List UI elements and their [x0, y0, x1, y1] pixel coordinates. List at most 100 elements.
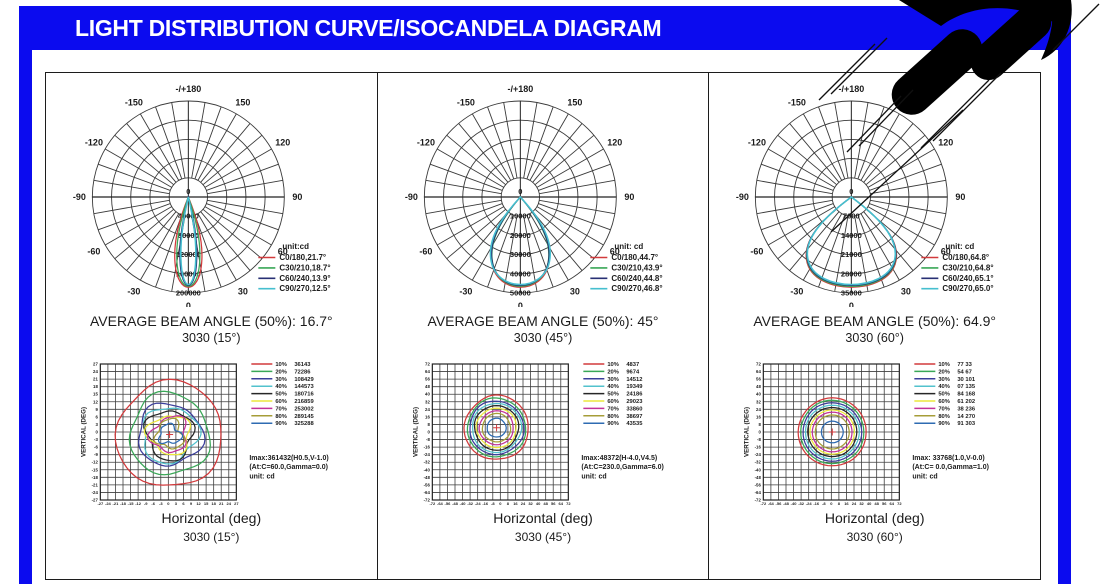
svg-text:84 168: 84 168	[958, 392, 977, 398]
svg-text:16: 16	[845, 501, 850, 506]
svg-text:80%: 80%	[275, 414, 287, 420]
svg-text:50%: 50%	[939, 392, 951, 398]
svg-text:8: 8	[427, 422, 430, 427]
svg-text:38 236: 38 236	[958, 406, 977, 412]
svg-text:27: 27	[93, 362, 98, 367]
svg-text:10000: 10000	[510, 212, 531, 221]
svg-text:-64: -64	[423, 490, 430, 495]
svg-text:-48: -48	[755, 475, 762, 480]
svg-text:30: 30	[238, 286, 248, 296]
svg-text:-64: -64	[768, 501, 775, 506]
svg-text:20%: 20%	[607, 369, 619, 375]
svg-text:-3: -3	[94, 437, 98, 442]
svg-text:30%: 30%	[275, 377, 287, 383]
svg-text:-24: -24	[474, 501, 481, 506]
svg-text:70%: 70%	[275, 406, 287, 412]
svg-text:24186: 24186	[626, 392, 643, 398]
isocandela-diagram-chart: 72 -72 64 -64 56 -56 48 -48 40 -40 32 -32 24 -24 16 -16…	[378, 348, 709, 507]
svg-text:40: 40	[867, 501, 872, 506]
svg-text:-27: -27	[97, 501, 104, 506]
svg-text:-72: -72	[755, 498, 762, 503]
section-header: LIGHT DISTRIBUTION CURVE/ISOCANDELA DIAG…	[19, 6, 1071, 50]
svg-text:-8: -8	[491, 501, 495, 506]
svg-text:-32: -32	[799, 501, 806, 506]
svg-text:15: 15	[93, 392, 98, 397]
svg-text:325288: 325288	[294, 421, 314, 427]
panel-3030-45deg: 0 30 60 90 120 150 -/+180 -150 -120 -90 -60 -30 0 100…	[376, 73, 709, 579]
svg-text:144573: 144573	[294, 384, 314, 390]
light-distribution-curve-chart: 0 30 60 90 120 150 -/+180 -150 -120 -90 -60 -30 0 400…	[46, 73, 377, 307]
svg-text:-120: -120	[417, 138, 435, 148]
svg-text:120: 120	[939, 138, 954, 148]
svg-text:32: 32	[860, 501, 865, 506]
svg-text:4837: 4837	[626, 362, 639, 368]
svg-text:64: 64	[890, 501, 895, 506]
svg-text:0: 0	[850, 187, 854, 196]
svg-text:64: 64	[425, 369, 430, 374]
svg-text:-12: -12	[135, 501, 142, 506]
average-beam-angle-value: AVERAGE BEAM ANGLE (50%): 64.9°	[753, 313, 996, 329]
isocandela-diagram-chart: 27 -27 24 -24 21 -21 18 -18 15 -15 12 -12 9 -9 6 -6 3 -3 0…	[46, 348, 377, 507]
svg-text:48: 48	[425, 384, 430, 389]
svg-text:32: 32	[756, 399, 761, 404]
frame-stripe-left	[19, 6, 32, 584]
svg-text:-72: -72	[423, 498, 430, 503]
svg-text:180716: 180716	[294, 392, 314, 398]
svg-text:43535: 43535	[626, 421, 643, 427]
light-distribution-curve-chart: 0 30 60 90 120 150 -/+180 -150 -120 -90 -60 -30 0 100…	[378, 73, 709, 307]
svg-text:40%: 40%	[939, 384, 951, 390]
svg-text:-15: -15	[92, 467, 99, 472]
svg-text:70%: 70%	[607, 406, 619, 412]
svg-text:56: 56	[882, 501, 887, 506]
svg-text:60: 60	[609, 247, 619, 257]
svg-text:108429: 108429	[294, 377, 314, 383]
isocandela-diagram-chart: 72 -72 64 -64 56 -56 48 -48 40 -40 32 -32 24 -24 16 -16…	[709, 348, 1040, 507]
svg-text:120: 120	[275, 138, 290, 148]
svg-text:-8: -8	[822, 501, 826, 506]
svg-text:-120: -120	[85, 138, 103, 148]
svg-text:16: 16	[756, 414, 761, 419]
svg-text:10%: 10%	[275, 362, 287, 368]
svg-text:-150: -150	[457, 98, 475, 108]
svg-text:50000: 50000	[510, 289, 531, 298]
svg-text:Imax:48372(H-4.0,V4.5): Imax:48372(H-4.0,V4.5)	[581, 455, 657, 462]
svg-text:-30: -30	[791, 286, 804, 296]
svg-text:61 202: 61 202	[958, 399, 976, 405]
svg-text:-48: -48	[423, 475, 430, 480]
svg-text:289145: 289145	[294, 414, 314, 420]
svg-text:28000: 28000	[841, 269, 862, 278]
svg-text:90%: 90%	[275, 421, 287, 427]
svg-text:-16: -16	[423, 445, 430, 450]
svg-text:72286: 72286	[294, 369, 311, 375]
svg-text:-/+180: -/+180	[507, 84, 533, 94]
svg-text:160000: 160000	[176, 269, 201, 278]
x-axis-title: Horizontal (deg)	[493, 510, 593, 526]
svg-text:40: 40	[536, 501, 541, 506]
svg-text:30: 30	[570, 286, 580, 296]
average-beam-angle-value: AVERAGE BEAM ANGLE (50%): 45°	[427, 313, 659, 329]
svg-text:50%: 50%	[275, 392, 287, 398]
panel-3030-15deg: 0 30 60 90 120 150 -/+180 -150 -120 -90 -60 -30 0 400…	[46, 73, 377, 579]
svg-text:-27: -27	[92, 498, 99, 503]
svg-text:90%: 90%	[939, 421, 951, 427]
svg-text:C30/210,43.9°: C30/210,43.9°	[611, 263, 662, 272]
svg-text:-72: -72	[429, 501, 436, 506]
svg-text:90%: 90%	[607, 421, 619, 427]
svg-text:C90/270,46.8°: C90/270,46.8°	[611, 284, 662, 293]
svg-text:21: 21	[93, 377, 98, 382]
svg-text:0: 0	[186, 187, 190, 196]
svg-text:72: 72	[425, 362, 430, 367]
svg-text:-32: -32	[467, 501, 474, 506]
svg-text:80%: 80%	[939, 414, 951, 420]
svg-text:3: 3	[175, 501, 178, 506]
svg-text:32: 32	[528, 501, 533, 506]
svg-text:-30: -30	[459, 286, 472, 296]
svg-text:-72: -72	[761, 501, 768, 506]
svg-text:24: 24	[756, 407, 761, 412]
svg-text:C60/240,65.1°: C60/240,65.1°	[943, 274, 994, 283]
svg-text:16: 16	[513, 501, 518, 506]
isocandela-caption: Horizontal (deg) 3030 (60°)	[709, 506, 1040, 545]
svg-text:-21: -21	[113, 501, 120, 506]
svg-text:(At:C=60.0,Gamma=0.0): (At:C=60.0,Gamma=0.0)	[249, 464, 328, 471]
